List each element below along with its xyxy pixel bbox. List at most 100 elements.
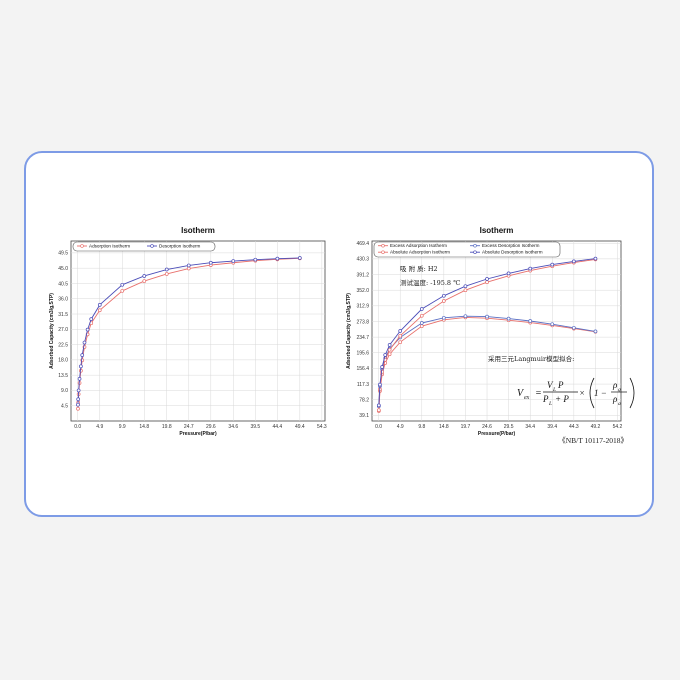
x-tick-label: 44.3 [569,424,579,430]
x-tick-label: 29.6 [206,424,216,430]
x-tick-label: 29.5 [504,424,514,430]
data-point [398,340,403,345]
data-point [186,263,191,268]
data-point [231,259,236,263]
x-tick-label: 24.7 [184,424,194,430]
data-point [89,317,94,321]
x-tick-label: 39.5 [250,424,260,430]
x-tick-label: 24.6 [482,424,492,430]
legend-box [373,241,561,258]
x-tick-label: 9.8 [418,424,425,430]
data-point [506,316,511,321]
data-point [419,321,424,325]
data-point [378,382,382,387]
data-point [506,271,511,276]
data-point [79,364,83,369]
data-point [550,262,555,267]
y-tick-label: 39.1 [359,413,369,419]
data-point [253,257,258,262]
formula-den-tail: + P [555,394,569,404]
legend: Adsorption Isotherm Desorption Isotherm [72,241,216,252]
formula-times: × [579,388,585,398]
data-point [419,307,424,311]
y-tick-label: 273.8 [356,319,369,325]
data-point [380,365,384,369]
y-tick-label: 234.7 [356,335,369,341]
data-point [387,343,392,347]
data-point [142,274,147,278]
x-tick-label: 39.4 [547,424,557,430]
formula-paren-right [629,377,635,409]
data-point [463,288,468,293]
x-tick-label: 44.4 [272,424,282,430]
x-tick-label: 49.4 [295,424,305,430]
data-point [85,327,90,332]
data-point [441,299,446,303]
data-point [441,293,446,298]
chart-title: Isotherm [181,226,215,235]
data-point [97,308,102,313]
y-axis-label: Adsorbed Capacity (cm3/g,STP) [49,293,55,369]
y-tick-label: 4.5 [61,404,68,410]
chart-title: Isotherm [480,226,514,235]
data-point [528,266,533,271]
annotation-temperature: 测试温度: -195.8 ℃ [400,278,460,287]
x-tick-label: 19.7 [461,424,471,430]
formula-rho-g-sub: g [618,387,621,393]
data-point [376,403,381,408]
data-point [463,284,468,289]
y-tick-label: 78.2 [359,398,369,404]
formula-num-tail: P [557,380,564,390]
annotation-model: 采用三元Langmuir模型拟合: [488,354,574,363]
data-point [528,319,533,323]
y-tick-label: 430.3 [356,257,369,263]
data-point [208,260,213,265]
data-point [593,329,598,334]
x-tick-label: 9.9 [119,424,126,430]
legend-swatch-marker [473,244,477,248]
x-axis-label: Pressure(P/bar) [478,431,516,437]
y-tick-label: 156.4 [356,366,369,372]
x-tick-label: 14.8 [439,424,449,430]
data-point [76,402,80,407]
data-point [387,347,392,352]
formula-rho-a-sub: a [618,401,621,407]
legend-swatch-marker [381,244,385,248]
data-point [383,353,388,357]
data-point [76,388,81,393]
y-tick-label: 40.5 [58,281,68,287]
data-point [164,272,169,276]
data-point [376,408,381,413]
data-point [76,406,80,411]
legend-label: Absolute Desorption Isotherm [482,250,543,255]
chart-2: 0.0 4.9 9.8 14.8 19.7 24.6 29.5 34.4 39.4 44.3 49.… [346,226,635,437]
x-tick-label: 14.8 [139,424,149,430]
y-tick-label: 195.6 [356,351,369,357]
x-tick-label: 4.9 [397,424,404,430]
y-tick-label: 27.0 [58,327,68,333]
formula-one-minus: 1 − [594,388,607,398]
annotation-adsorbate: 吸 附 质: H2 [400,264,438,273]
y-tick-label: 18.0 [58,358,68,364]
data-point [97,302,102,307]
legend-label: Excess Adsorption Isotherm [390,243,447,248]
x-axis-label: Pressure(P/bar) [179,431,217,437]
data-point [550,322,555,327]
legend-box [72,241,216,252]
legend-swatch-marker [150,244,154,248]
legend-label: Desorption Isotherm [159,244,201,249]
x-tick-label: 34.6 [228,424,238,430]
data-point [76,397,81,402]
legend-label: Excess Desorption Isotherm [482,243,540,248]
y-tick-label: 312.9 [356,304,369,310]
formula-equals: = [535,388,542,399]
formula-lhs: V [517,388,525,399]
data-point [186,266,191,271]
data-point [485,277,489,281]
data-point [77,377,82,381]
y-tick-label: 36.0 [58,297,68,303]
data-point [398,329,403,333]
legend: Excess Adsorption Isotherm Excess Desorpt… [373,241,561,258]
data-point [82,340,87,345]
